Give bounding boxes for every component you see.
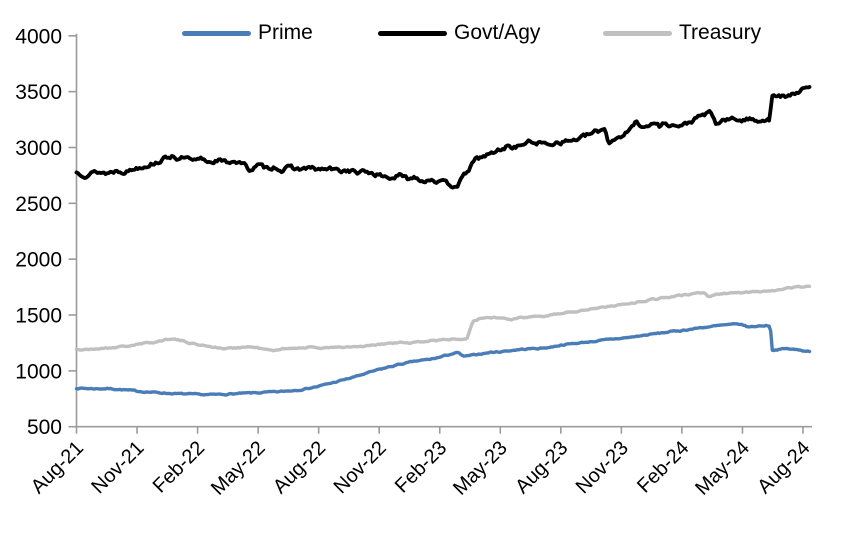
x-axis-tick-label: Feb-22	[149, 437, 209, 497]
legend-item-govt-agy: Govt/Agy	[378, 22, 540, 44]
y-axis-tick-label: 3500	[15, 81, 62, 104]
legend-label-prime: Prime	[258, 21, 313, 44]
x-axis-tick-label: Nov-22	[330, 437, 391, 498]
legend-swatch-treasury-icon	[603, 30, 672, 36]
legend-label-govt-agy: Govt/Agy	[454, 21, 541, 44]
x-axis-tick-label: Aug-23	[511, 437, 572, 498]
x-axis-tick-label: May-23	[449, 437, 512, 500]
y-axis-tick-label: 2500	[15, 193, 62, 216]
x-axis-tick-label: Feb-23	[391, 437, 451, 497]
legend-item-treasury: Treasury	[603, 22, 761, 44]
x-axis-tick-label: Nov-23	[572, 437, 633, 498]
x-axis-tick-label: Nov-21	[87, 437, 148, 498]
y-axis-tick-label: 1500	[15, 305, 62, 328]
y-axis-tick-label: 1000	[15, 360, 62, 383]
y-axis-tick-label: 2000	[15, 249, 62, 272]
x-axis-tick-label: Aug-21	[27, 437, 88, 498]
legend-item-prime: Prime	[182, 22, 313, 44]
legend-label-treasury: Treasury	[679, 21, 762, 44]
x-axis-tick-label: May-24	[691, 437, 754, 500]
legend-swatch-govt-agy-icon	[378, 30, 447, 36]
series-line-treasury	[74, 284, 812, 353]
y-axis-tick-label: 4000	[15, 25, 62, 48]
series-line-prime	[74, 322, 812, 397]
series-line-govt-agy	[74, 85, 812, 190]
y-axis-tick-label: 500	[27, 416, 62, 439]
x-axis-tick-label: Aug-22	[269, 437, 330, 498]
y-axis-tick-label: 3000	[15, 137, 62, 160]
x-axis-tick-label: Feb-24	[633, 437, 693, 497]
legend-swatch-prime-icon	[182, 30, 251, 36]
x-axis-tick-label: May-22	[207, 437, 270, 500]
x-axis-tick-label: Aug-24	[753, 437, 814, 498]
